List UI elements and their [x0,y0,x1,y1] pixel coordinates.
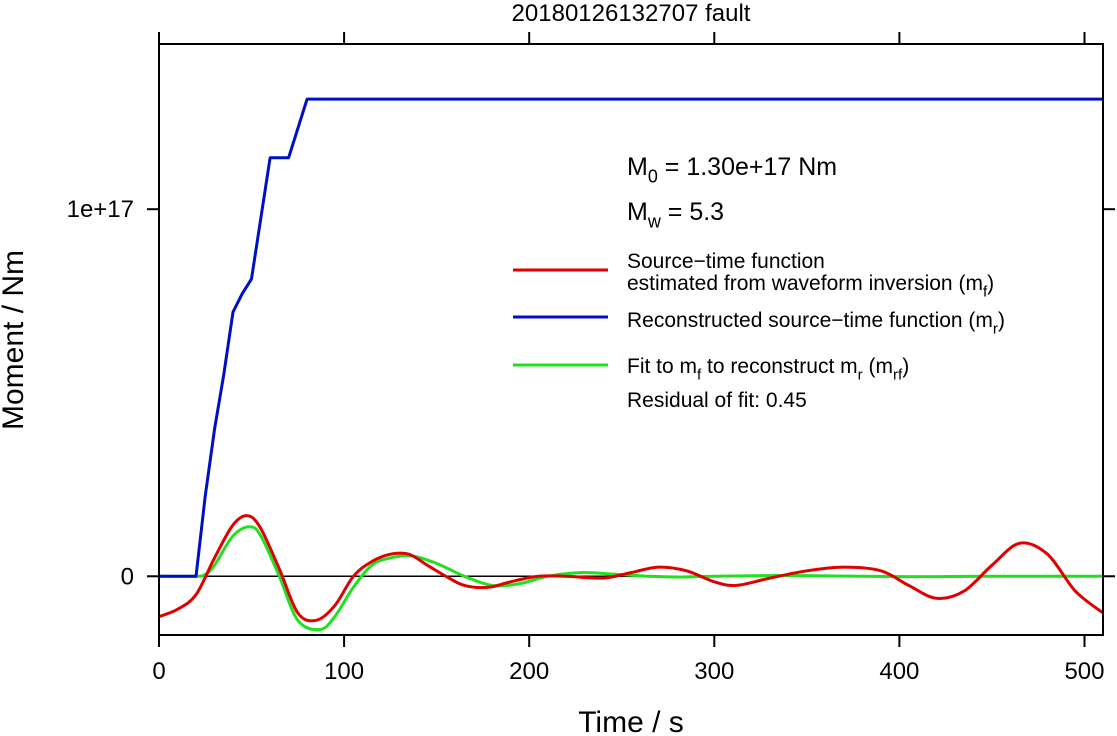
residual-annotation: Residual of fit: 0.45 [627,389,807,412]
x-axis-label: Time / s [578,706,684,736]
x-tick-label: 500 [1064,658,1104,685]
chart-title: 20180126132707 fault [512,0,751,27]
x-tick-label: 300 [694,658,734,685]
legend-label: Fit to mf to reconstruct mr (mrf) [627,355,909,383]
legend-item-mrf: Fit to mf to reconstruct mr (mrf) [513,355,909,383]
legend-label: Reconstructed source−time function (mr) [627,309,1005,337]
y-axis: 0 1e+17 [67,196,1115,590]
y-axis-label: Moment / Nm [0,250,30,430]
legend-label: estimated from waveform inversion (mf) [627,272,994,300]
m0-annotation: M0 = 1.30e+17 Nm [627,153,837,187]
mf-series-line [159,514,1103,623]
mw-annotation: Mw = 5.3 [627,198,724,232]
y-tick-label: 1e+17 [67,196,134,223]
legend-label: Source−time function [627,250,825,273]
y-tick-label: 0 [121,563,134,590]
x-tick-label: 200 [509,658,549,685]
series-layer [159,97,1103,632]
x-tick-label: 100 [324,658,364,685]
x-tick-label: 400 [879,658,919,685]
x-axis: 0 100 200 300 400 500 [152,32,1105,685]
annotations: M0 = 1.30e+17 Nm Mw = 5.3 Residual of fit:… [627,153,837,412]
x-tick-label: 0 [152,658,165,685]
plot-frame [158,43,1104,636]
mr-series-line [159,97,1103,578]
legend-item-mr: Reconstructed source−time function (mr) [513,309,1005,337]
mrf-series-line [159,525,1103,632]
